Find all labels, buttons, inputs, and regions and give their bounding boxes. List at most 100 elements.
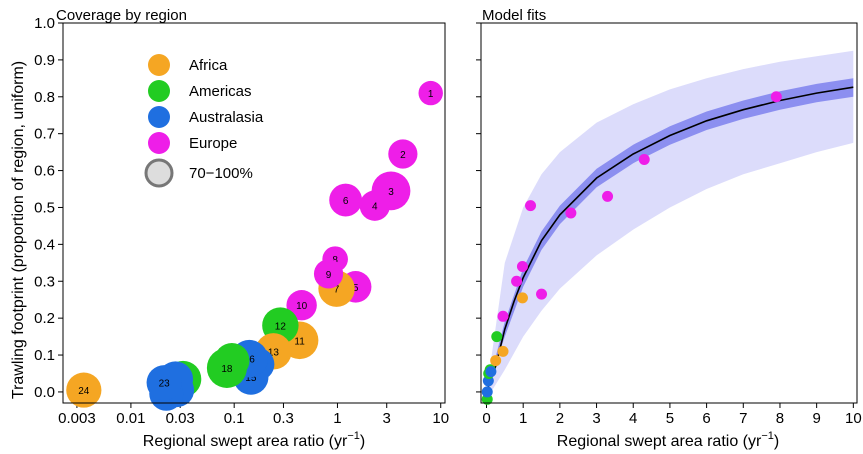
bubble-circle [359,190,391,221]
right-x-tick-label-1: 1 [519,410,527,427]
fit-point-1 [481,386,493,398]
bubble-label: 7 [334,285,340,296]
left-y-tick-label-3: 0.3 [34,273,55,290]
bubble-label: 23 [159,379,171,390]
left-x-tick-label-5: 1 [333,410,341,427]
fit-point-18 [770,91,782,103]
bubble-label: 4 [372,202,378,213]
left-axis-ticks: 0.003 0.01 0.03 0.1 0.3 1 3 100.00.10.20.30.40.… [34,15,449,427]
bubble-label: 5 [353,283,359,294]
right-x-tick-label-3: 3 [592,410,600,427]
right-x-tick-label-5: 5 [666,410,674,427]
bubble-circle [146,365,182,401]
fit-point-7 [491,331,503,343]
fit-point-17 [638,154,650,166]
bubble-circle [388,139,418,169]
legend-item-size: 70−100% [144,158,253,188]
bubble-label: 24 [78,386,90,397]
legend-swatch [148,54,170,76]
bubble-label: 8 [332,255,338,266]
legend-label: Africa [189,57,228,74]
left-x-tick-label-1: 0.01 [116,410,145,427]
inner-confidence-band [486,78,854,392]
bubble-23: 23 [146,365,182,401]
bubble-label: 1 [428,89,434,100]
legend-label: Americas [189,83,252,100]
bubble-label: 6 [343,196,349,207]
bubble-1: 1 [418,80,443,106]
bubble-6: 6 [329,183,363,217]
right-data-points [481,91,782,405]
fit-point-8 [497,345,509,357]
left-y-tick-label-2: 0.2 [34,310,55,327]
confidence-bands [486,50,854,400]
legend-swatch [148,132,170,154]
model-fits-panel: Model fits Regional swept area ratio (yr… [476,7,862,450]
legend-swatch [148,80,170,102]
legend-item-africa: Africa [148,54,228,76]
left-y-tick-label-5: 0.5 [34,199,55,216]
fit-point-6 [490,355,502,367]
fit-point-13 [525,200,537,212]
bubble-label: 3 [388,187,394,198]
right-x-tick-label-2: 2 [556,410,564,427]
right-x-tick-label-8: 8 [776,410,784,427]
left-y-tick-label-8: 0.8 [34,89,55,106]
y-axis-label: Trawling footprint (proportion of region… [10,61,27,399]
fit-point-16 [602,190,614,202]
fit-point-9 [497,310,509,322]
right-x-tick-label-6: 6 [702,410,710,427]
fit-point-12 [516,260,528,272]
legend-label: Australasia [189,109,264,126]
right-x-tick-label-10: 10 [845,410,862,427]
bubble-10: 10 [286,290,317,321]
legend-swatch [148,106,170,128]
bubble-circle [313,259,344,289]
right-x-tick-label-0: 0 [482,410,490,427]
right-x-axis-label: Regional swept area ratio (yr−1) [557,430,779,450]
left-x-tick-label-3: 0.1 [224,410,245,427]
bubble-2: 2 [388,139,418,169]
left-y-tick-label-9: 0.9 [34,52,55,69]
fit-point-5 [485,366,497,378]
left-x-tick-label-7: 10 [432,410,449,427]
fit-point-10 [511,275,523,287]
left-data-points: 123456789101112131415161718192021222324 [66,80,443,411]
bubble-4: 4 [359,190,391,221]
fit-point-11 [516,292,528,304]
coverage-panel: Coverage by region Trawling footprint (p… [10,7,449,450]
bubble-label: 13 [268,347,280,358]
left-x-tick-label-6: 3 [383,410,391,427]
left-y-tick-label-4: 0.4 [34,236,55,253]
bubble-18: 18 [206,347,247,388]
left-y-tick-label-0: 0.0 [34,384,55,401]
left-y-tick-label-1: 0.1 [34,347,55,364]
bubble-label: 18 [221,364,233,375]
left-y-tick-label-7: 0.7 [34,126,55,143]
bubble-circle [206,347,247,388]
left-y-tick-label-10: 1.0 [34,15,55,32]
right-x-tick-label-4: 4 [629,410,637,427]
fit-curve [485,86,854,393]
bubble-circle [329,183,363,217]
right-plot-frame [480,22,858,404]
legend-item-australasia: Australasia [148,106,264,128]
bubble-label: 2 [400,150,406,161]
legend-size-label: 70−100% [189,165,253,182]
legend-label: Europe [189,135,237,152]
legend-size-swatch [144,158,174,188]
bubble-label: 15 [245,373,257,384]
fit-point-14 [536,288,548,300]
right-x-tick-label-7: 7 [739,410,747,427]
right-axis-ticks: 0 1 2 3 4 5 6 7 8 9 10 [476,22,862,427]
bubble-24: 24 [66,372,102,408]
legend-item-americas: Americas [148,80,252,102]
left-x-tick-label-0: 0.003 [58,410,96,427]
bubble-circle [66,372,102,408]
left-panel-title: Coverage by region [56,7,187,24]
bubble-label: 16 [244,355,256,366]
left-plot-frame [62,22,446,404]
bubble-label: 11 [294,336,305,347]
right-panel-title: Model fits [482,7,546,24]
